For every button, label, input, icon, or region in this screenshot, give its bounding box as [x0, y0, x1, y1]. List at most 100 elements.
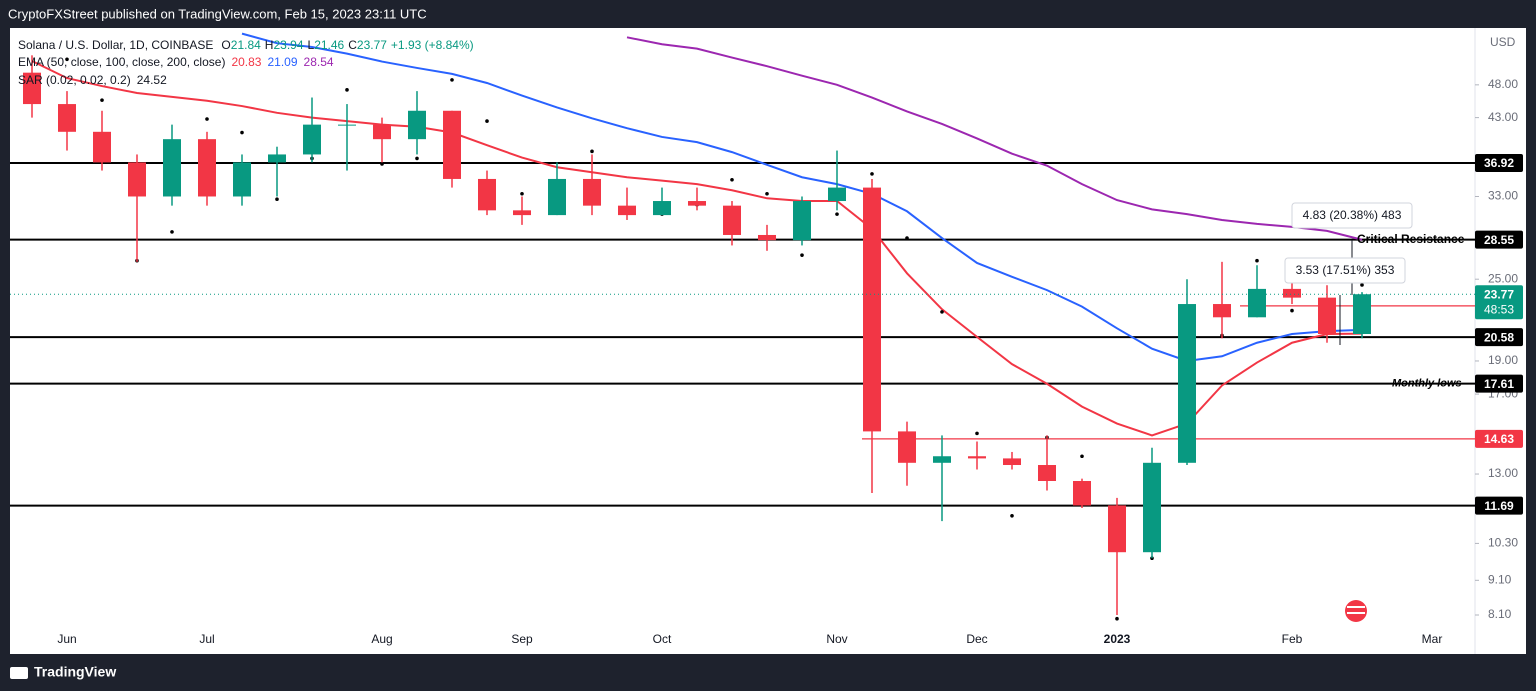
ema-line — [31, 60, 1363, 437]
measure-label: 3.53 (17.51%) 353 — [1296, 263, 1395, 277]
level-label: 17.61 — [1484, 377, 1514, 391]
candle-body — [408, 110, 426, 140]
sar-dot — [835, 212, 839, 216]
sar-dot — [1080, 454, 1084, 459]
sar-dot — [1115, 616, 1119, 621]
sar-dot — [870, 172, 874, 176]
legend-ema-value: 20.83 — [231, 55, 261, 69]
sar-dot — [975, 431, 979, 436]
sar-dot — [100, 98, 104, 102]
candle-body — [58, 104, 76, 132]
sar-dot — [905, 236, 909, 240]
candle-body — [863, 187, 881, 432]
candle-body — [1283, 288, 1301, 298]
currency-label: USD — [1490, 35, 1516, 49]
legend-value: 21.46 — [314, 38, 344, 52]
level-label: 36.92 — [1484, 156, 1514, 170]
legend-sar: SAR (0.02, 0.02, 0.2) — [18, 73, 131, 87]
candle-body — [968, 456, 986, 459]
flag-icon — [1345, 600, 1367, 622]
candle-body — [1178, 304, 1196, 463]
flag-stripe — [1347, 606, 1365, 608]
sar-dot — [380, 162, 384, 166]
candle-body — [1143, 462, 1161, 553]
legend-sar-value: 24.52 — [137, 73, 167, 87]
y-tick-label: 8.10 — [1488, 607, 1512, 621]
level-label: 28.55 — [1484, 233, 1514, 247]
legend-change: +1.93 (+8.84%) — [391, 38, 474, 52]
x-tick-label: Aug — [371, 632, 392, 646]
candle-body — [198, 139, 216, 197]
level-label-box — [1475, 230, 1523, 249]
candle-body — [828, 187, 846, 202]
price-label-box — [1475, 285, 1523, 320]
legend-value: 23.77 — [357, 38, 387, 52]
candle-body — [303, 124, 321, 155]
candle-body — [1318, 297, 1336, 335]
legend-symbol: Solana / U.S. Dollar, 1D, COINBASE — [18, 38, 213, 52]
candle-body — [268, 154, 286, 163]
candle-body — [688, 201, 706, 206]
candle-body — [583, 178, 601, 206]
logo-mark — [10, 667, 28, 679]
level-label: 14.63 — [1484, 432, 1514, 446]
candle-body — [548, 178, 566, 216]
candle-body — [1108, 505, 1126, 553]
sar-dot — [450, 78, 454, 82]
candle-body — [163, 139, 181, 197]
y-tick-label: 10.30 — [1488, 536, 1518, 550]
legend-key: O — [221, 38, 230, 52]
sar-dot — [1255, 258, 1259, 263]
level-label-box — [1475, 328, 1523, 347]
measure-box — [1284, 257, 1406, 284]
candle-body — [1213, 304, 1231, 318]
candle-body — [1073, 480, 1091, 506]
y-tick-label: 13.00 — [1488, 466, 1518, 480]
sar-dot — [1010, 513, 1014, 518]
sar-dot — [765, 191, 769, 196]
candle-body — [128, 162, 146, 197]
legend-key: L — [308, 38, 315, 52]
sar-dot — [205, 117, 209, 121]
sar-dot — [65, 57, 69, 62]
measure-box — [1291, 202, 1413, 229]
candle-body — [338, 124, 356, 126]
level-label-box — [1475, 496, 1523, 515]
level-label-box — [1475, 374, 1523, 393]
sar-dot — [240, 130, 244, 135]
sar-dot — [730, 178, 734, 182]
level-label: 11.69 — [1484, 499, 1514, 513]
legend-value: 23.94 — [273, 38, 303, 52]
brand: TradingView — [34, 664, 116, 680]
plot — [10, 32, 1475, 621]
candle-body — [1353, 294, 1371, 335]
candle-body — [373, 124, 391, 140]
candle-body — [758, 234, 776, 241]
y-tick-label: 19.00 — [1488, 353, 1518, 367]
legend-line: EMA (50, close, 100, close, 200, close) 2… — [18, 55, 334, 69]
x-tick-label: Nov — [826, 632, 847, 646]
candle-body — [723, 205, 741, 235]
measure-label: 4.83 (20.38%) 483 — [1303, 208, 1402, 222]
sar-dot — [1290, 308, 1294, 313]
candle-body — [513, 210, 531, 216]
x-tick-label: Jul — [199, 632, 214, 646]
y-tick-label: 48.00 — [1488, 77, 1518, 91]
candle-body — [653, 201, 671, 216]
price-label: 23.77 — [1484, 287, 1514, 301]
candle-body — [618, 205, 636, 216]
candle-body — [898, 431, 916, 463]
ema-line — [626, 36, 1363, 241]
flag-stripe — [1347, 612, 1365, 614]
candle-body — [1038, 465, 1056, 481]
sar-dot — [485, 119, 489, 123]
publisher-line: CryptoFXStreet published on TradingView.… — [8, 6, 427, 21]
legend-ema: EMA (50, close, 100, close, 200, close) — [18, 55, 225, 69]
y-tick-label: 9.10 — [1488, 572, 1512, 586]
countdown: 48:53 — [1484, 302, 1514, 316]
candle-body — [233, 162, 251, 197]
level-label-box — [1475, 154, 1523, 173]
x-tick-label: Sep — [511, 632, 533, 646]
sar-dot — [275, 197, 279, 202]
candle-body — [93, 131, 111, 163]
